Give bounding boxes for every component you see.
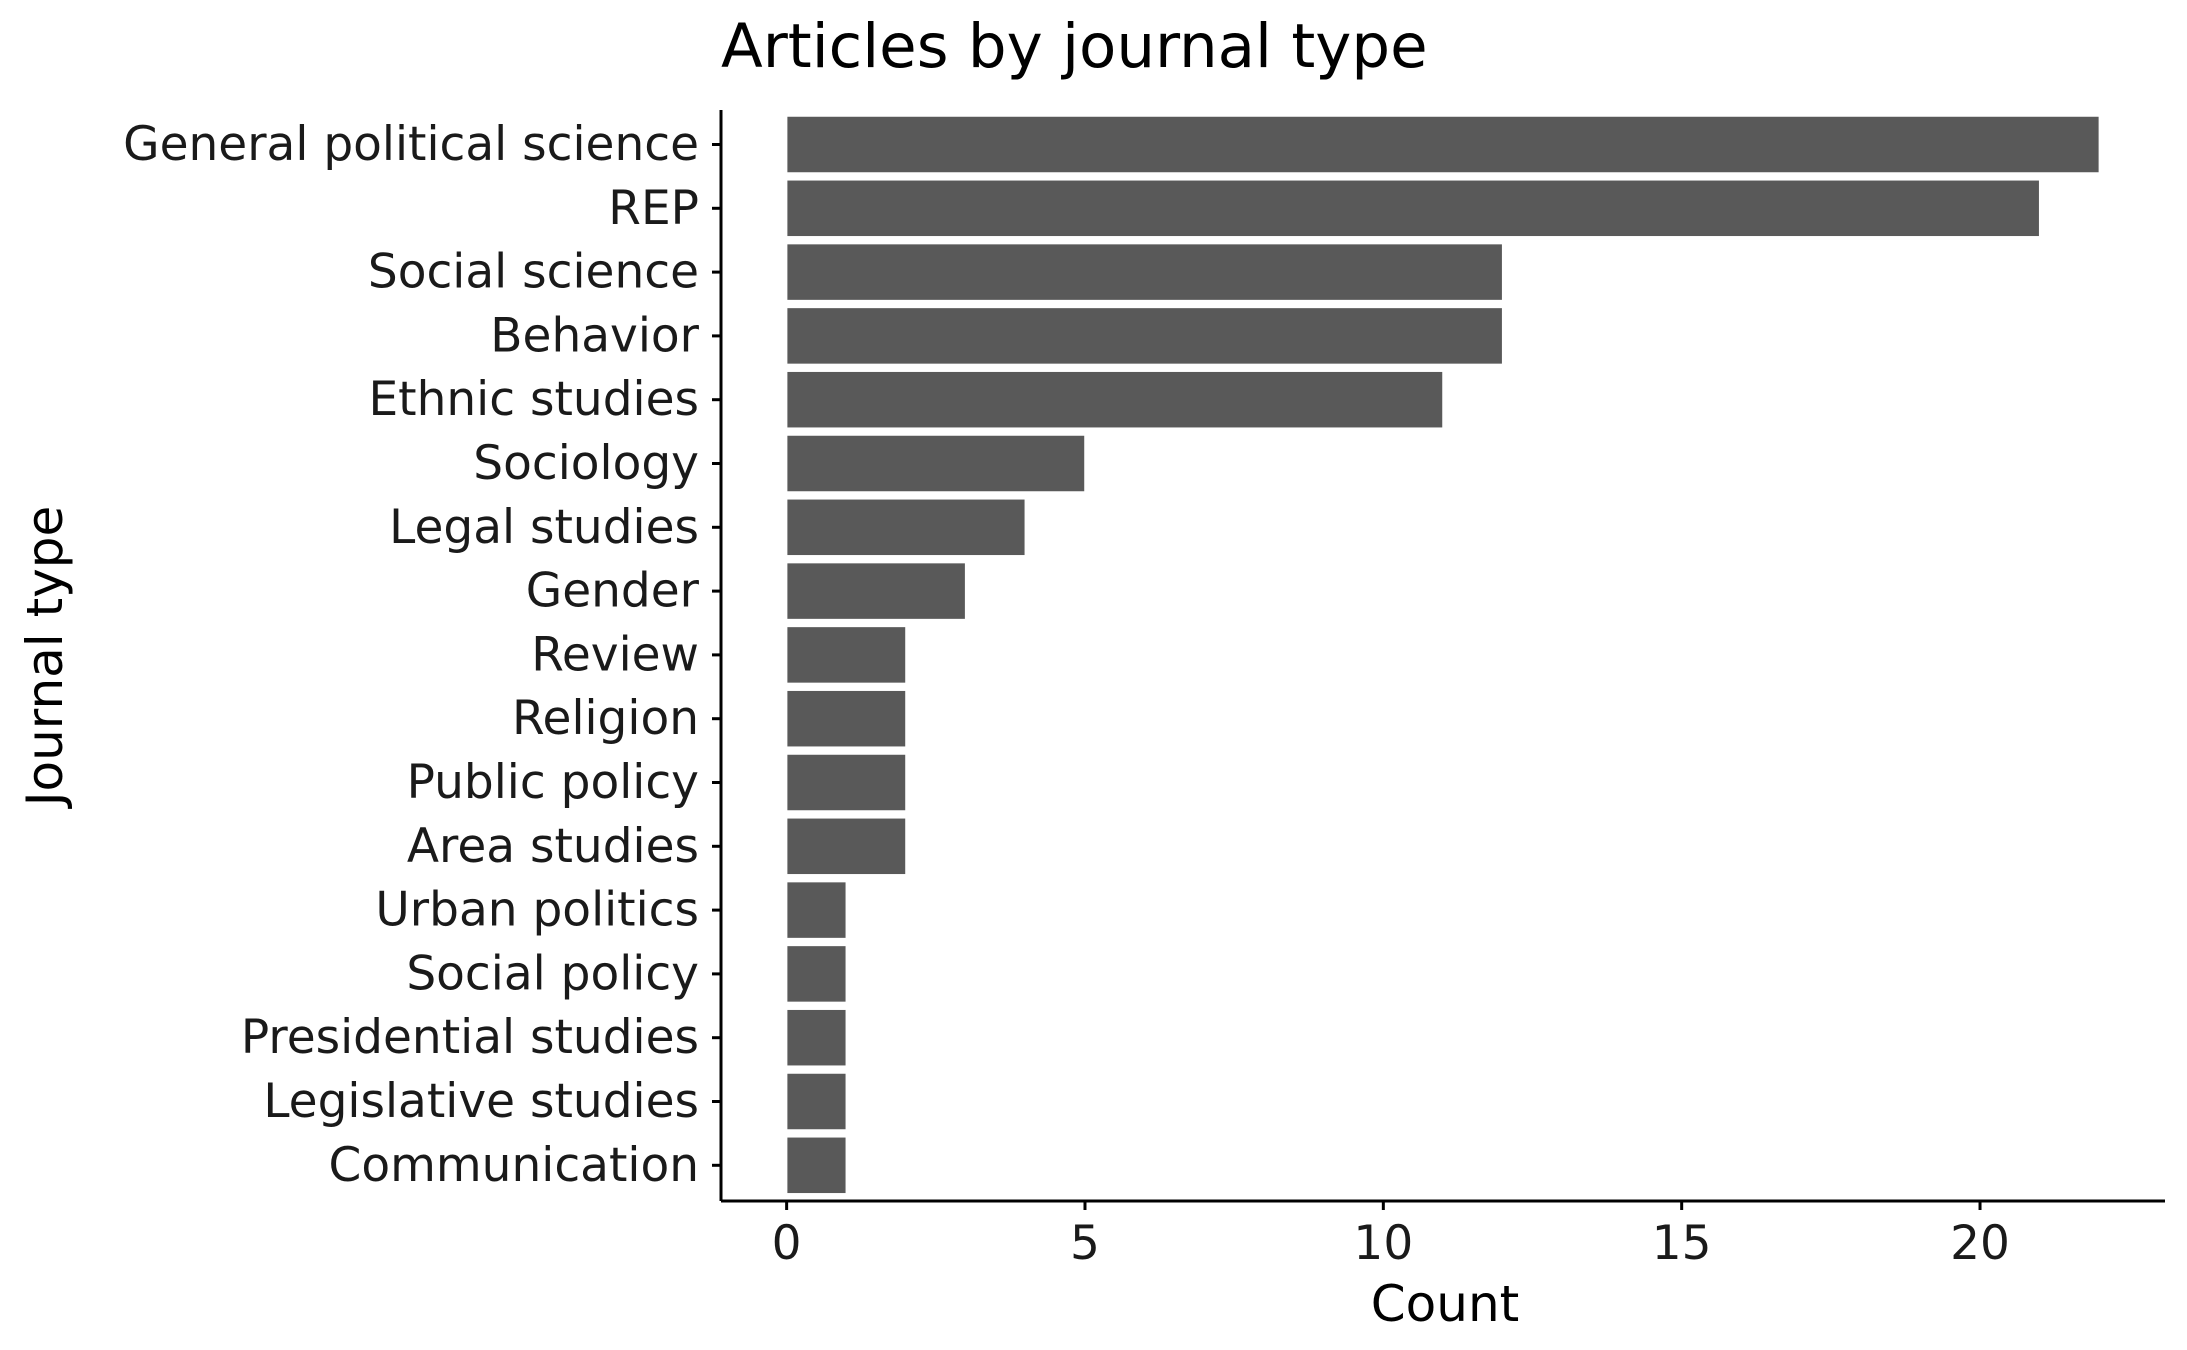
bar-behavior	[785, 306, 1504, 366]
y-tick-label-legal-studies: Legal studies	[389, 500, 699, 555]
bar-legislative-studies	[785, 1072, 848, 1131]
y-tick-label-review: Review	[531, 627, 699, 682]
bar-social-science	[785, 242, 1504, 302]
x-tick-label-0: 0	[772, 1216, 802, 1271]
chart-title: Articles by journal type	[721, 11, 1428, 82]
y-tick-label-area-studies: Area studies	[407, 819, 699, 874]
y-tick-label-sociology: Sociology	[473, 436, 699, 491]
bar-gender	[785, 561, 967, 621]
y-tick-label-presidential-studies: Presidential studies	[241, 1010, 699, 1065]
x-axis-title: Count	[1371, 1275, 1520, 1333]
y-axis-title: Journal type	[16, 506, 74, 810]
bar-communication	[785, 1136, 848, 1195]
y-tick-label-social-policy: Social policy	[406, 946, 699, 1001]
y-tick-label-rep: REP	[608, 181, 699, 236]
bar-legal-studies	[785, 498, 1027, 557]
x-tick-label-10: 10	[1353, 1216, 1413, 1271]
bar-general-political-science	[785, 115, 2101, 174]
y-tick-label-public-policy: Public policy	[407, 755, 699, 810]
bar-presidential-studies	[785, 1008, 848, 1067]
y-tick-label-social-science: Social science	[368, 245, 699, 300]
y-tick-label-behavior: Behavior	[490, 308, 699, 363]
bar-sociology	[785, 434, 1086, 493]
bar-urban-politics	[785, 880, 848, 940]
x-axis: 0 5 10 15 20	[721, 1199, 2165, 1271]
x-tick-label-20: 20	[1950, 1216, 2010, 1271]
bar-review	[785, 625, 907, 685]
x-tick-label-15: 15	[1652, 1216, 1712, 1271]
bar-area-studies	[785, 817, 907, 876]
y-axis: General political science REP Social scien…	[123, 110, 723, 1201]
bars-layer	[785, 115, 2101, 1195]
bar-religion	[785, 689, 907, 748]
bar-public-policy	[785, 753, 907, 812]
y-tick-label-communication: Communication	[329, 1138, 699, 1193]
y-tick-label-legislative-studies: Legislative studies	[263, 1074, 699, 1129]
y-tick-label-gender: Gender	[526, 564, 700, 619]
y-tick-label-religion: Religion	[512, 691, 699, 746]
bar-ethnic-studies	[785, 370, 1444, 429]
bar-rep	[785, 179, 2041, 238]
y-tick-label-general-political-science: General political science	[123, 117, 699, 172]
y-tick-label-ethnic-studies: Ethnic studies	[368, 372, 699, 427]
x-tick-label-5: 5	[1070, 1216, 1100, 1271]
y-tick-label-urban-politics: Urban politics	[375, 883, 699, 938]
bar-social-policy	[785, 944, 848, 1004]
